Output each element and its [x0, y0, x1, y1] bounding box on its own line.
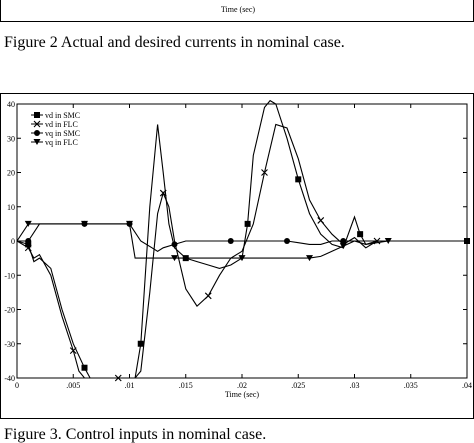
- y-tick-label: -40: [4, 374, 15, 383]
- series-marker-2: [284, 238, 290, 244]
- y-tick-label: 0: [11, 237, 15, 246]
- series-marker-3: [238, 255, 246, 262]
- y-tick-label: 30: [7, 134, 15, 143]
- figure2-plot-frame: Time (sec): [0, 0, 474, 22]
- series-marker-1: [114, 374, 122, 382]
- figure2-xlabel: Time (sec): [220, 5, 256, 14]
- y-tick-label: -10: [4, 271, 15, 280]
- legend-label: vd in FLC: [45, 120, 78, 129]
- series-marker-1: [261, 169, 268, 176]
- series-marker-3: [339, 243, 347, 250]
- control-inputs-chart: 0 .005 .01 .015 .02 .025 .03 .035 .04 40 30 20 10 0 -1…: [4, 99, 472, 399]
- x-tick-label: .02: [237, 381, 247, 390]
- series-marker-2: [227, 238, 234, 244]
- series-line-2: [17, 223, 467, 252]
- legend-marker: [34, 130, 40, 136]
- series-marker-1: [24, 244, 32, 252]
- legend-marker: [33, 139, 41, 145]
- series-marker-0: [81, 364, 88, 371]
- figure3-plot-frame: 0 .005 .01 .015 .02 .025 .03 .035 .04 40 30 20 10 0 -1…: [0, 93, 474, 419]
- x-tick-label: .01: [125, 381, 135, 390]
- x-tick-label: .035: [404, 381, 418, 390]
- series-line-0: [16, 99, 467, 379]
- legend-label: vd in SMC: [45, 111, 80, 120]
- figure3-caption: Figure 3. Control inputs in nominal case…: [4, 426, 267, 443]
- series-marker-1: [159, 189, 167, 197]
- y-tick-label: -20: [4, 306, 15, 315]
- x-tick-label: .04: [462, 381, 472, 390]
- series-marker-0: [244, 220, 251, 227]
- series-marker-3: [306, 255, 313, 262]
- x-axis-label: Time (sec): [225, 390, 259, 399]
- x-tick-label: .03: [350, 381, 360, 390]
- series-marker-3: [171, 255, 178, 262]
- series-marker-2: [25, 238, 32, 244]
- series-marker-1: [69, 347, 77, 354]
- series-line-1: [16, 123, 467, 379]
- x-tick-label: .005: [66, 381, 80, 390]
- series-marker-1: [317, 217, 325, 224]
- x-tick-label: .025: [291, 381, 305, 390]
- series-marker-2: [171, 241, 178, 248]
- series-marker-0: [137, 340, 144, 347]
- series-marker-3: [126, 220, 133, 227]
- series-marker-0: [295, 176, 302, 183]
- legend-label: vq in SMC: [45, 129, 80, 138]
- legend-marker: [33, 120, 41, 128]
- series-marker-0: [25, 241, 32, 248]
- legend-marker: [34, 112, 40, 118]
- series-marker-3: [384, 238, 392, 244]
- x-tick-label: 0: [15, 381, 19, 390]
- series-marker-2: [340, 238, 347, 244]
- y-tick-label: 20: [7, 169, 15, 178]
- x-tick-label: .015: [179, 381, 193, 390]
- figure2-caption: Figure 2 Actual and desired currents in …: [4, 34, 345, 51]
- y-tick-label: 10: [7, 203, 15, 212]
- y-tick-label: -30: [4, 340, 15, 349]
- series-marker-3: [24, 220, 32, 227]
- y-tick-label: 40: [7, 100, 15, 109]
- legend-label: vq in FLC: [45, 138, 78, 147]
- series-marker-1: [204, 292, 212, 300]
- series-marker-0: [357, 231, 364, 238]
- series-marker-3: [81, 220, 88, 227]
